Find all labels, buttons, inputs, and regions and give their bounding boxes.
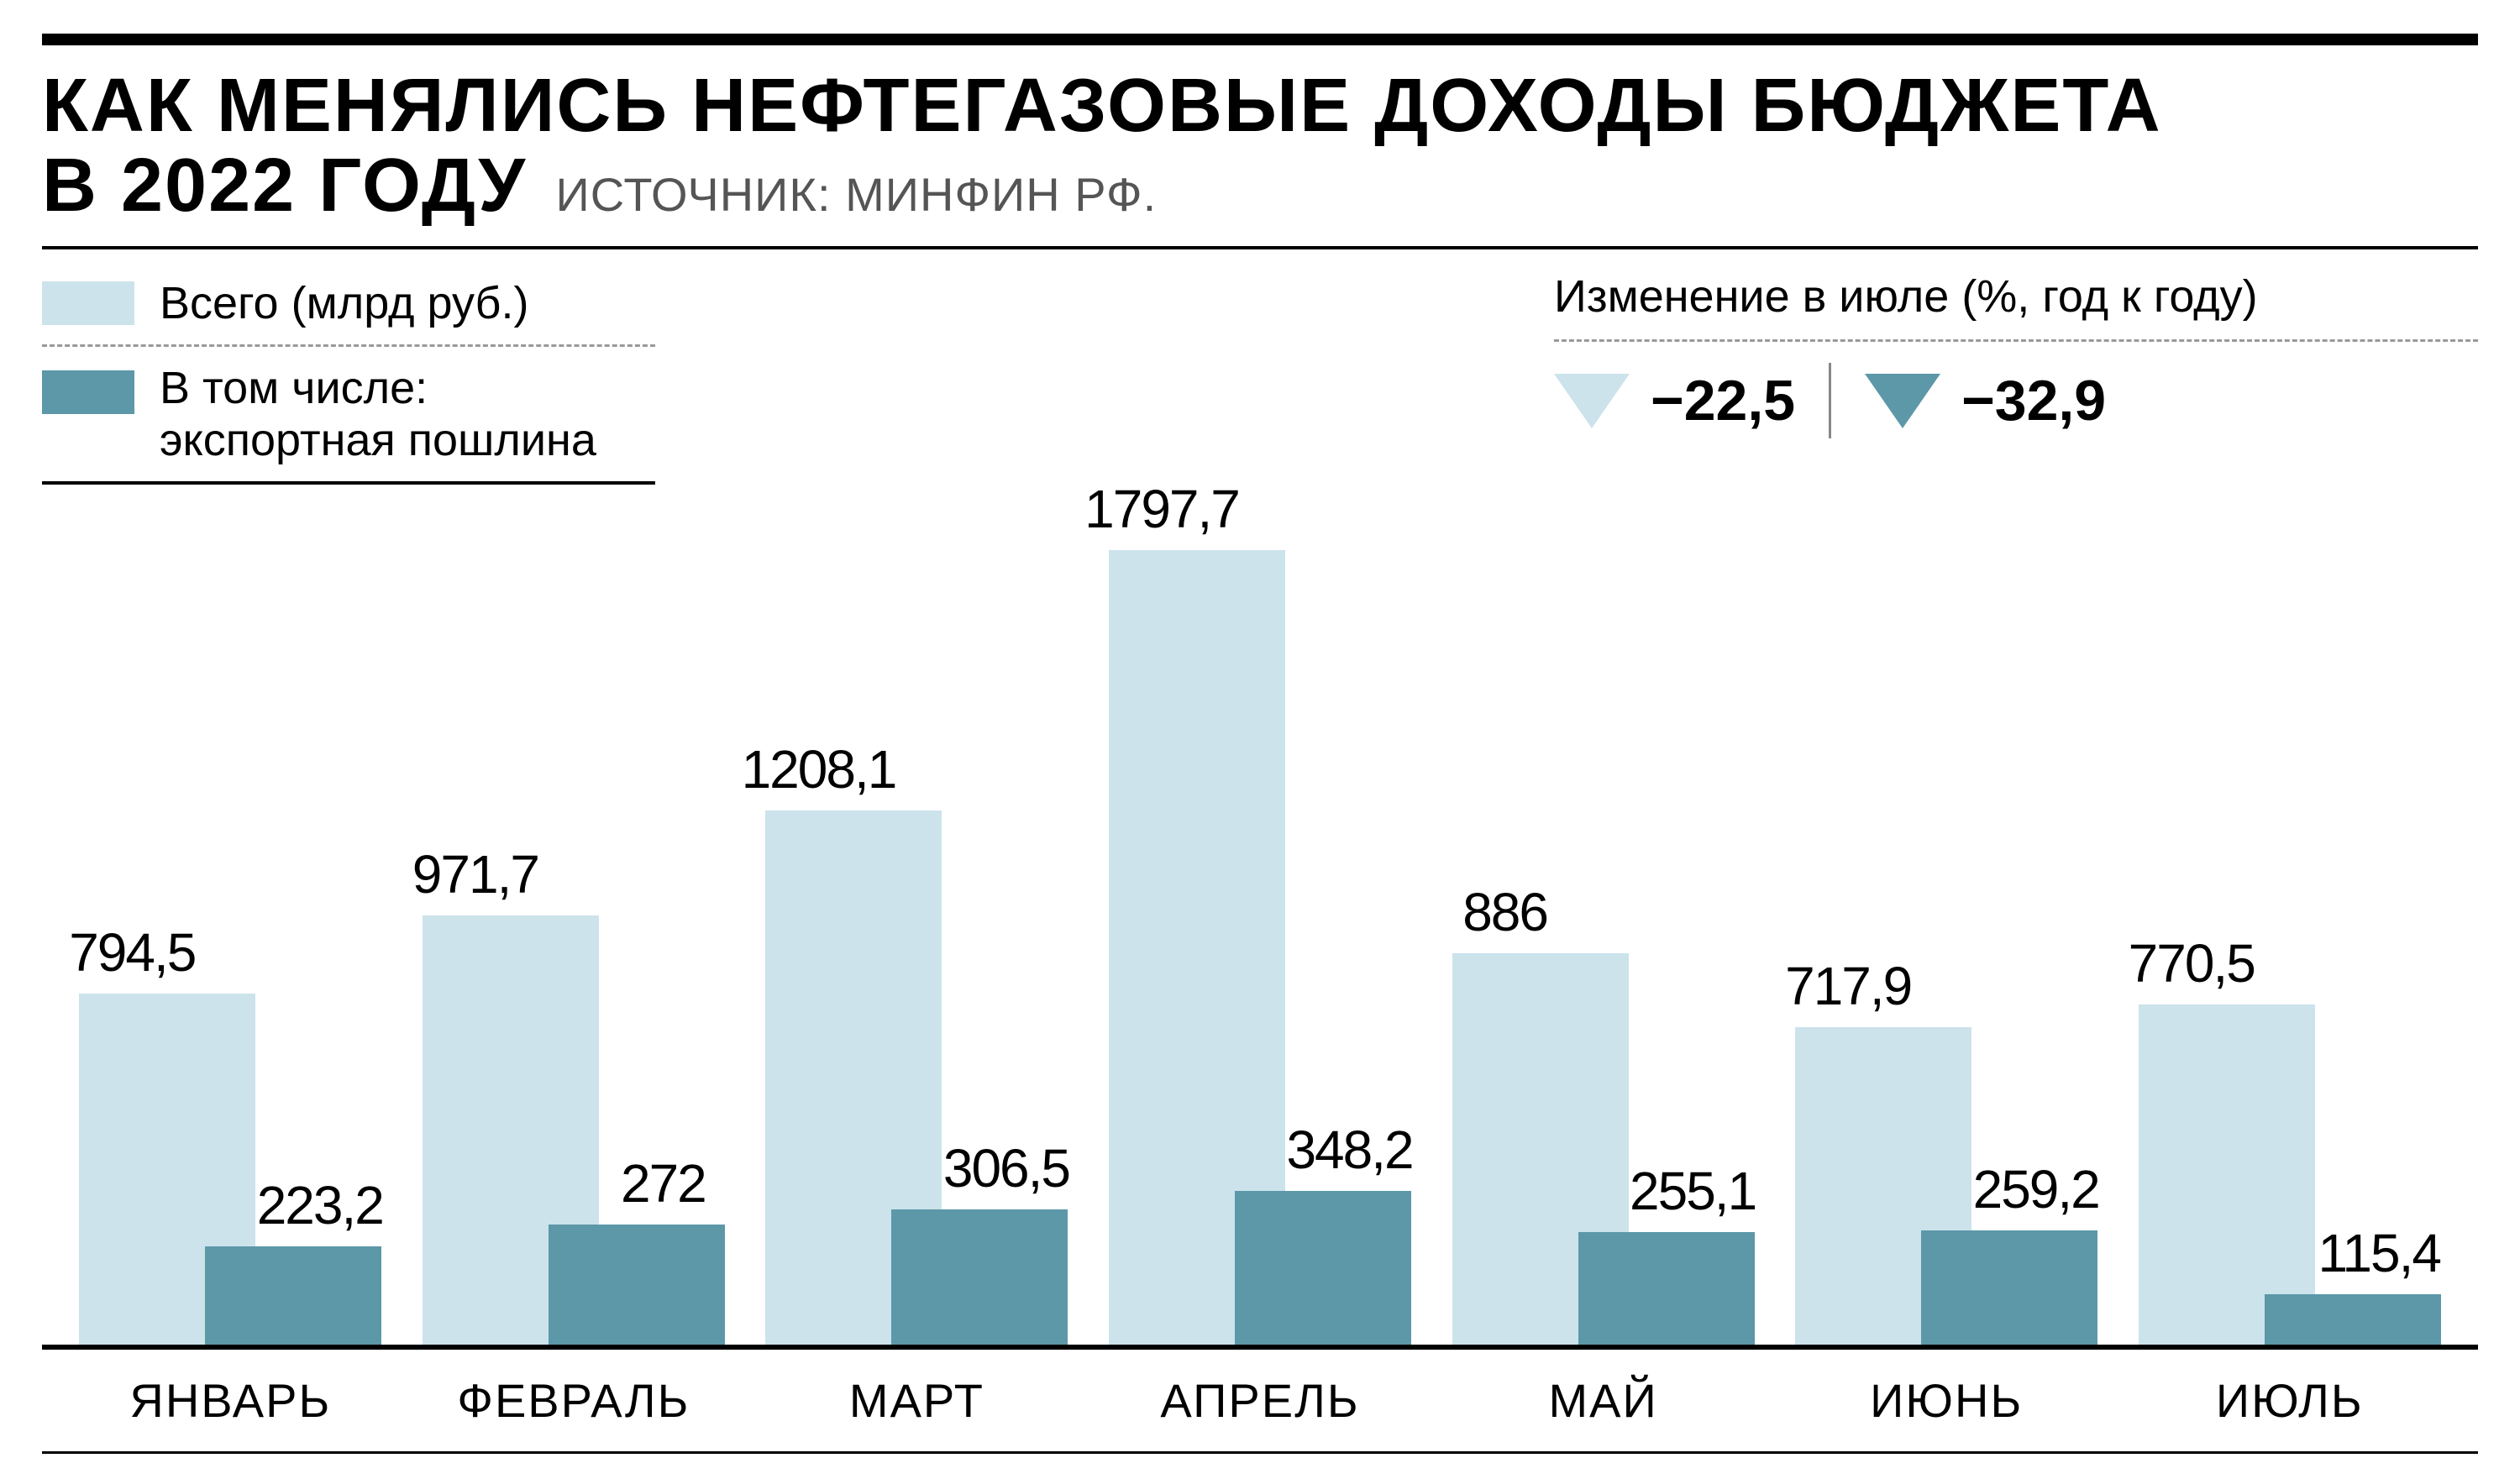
bar-group: 717,9 259,2 <box>1775 510 2118 1345</box>
xaxis-label: МАЙ <box>1431 1373 1775 1428</box>
bar-label-export: 306,5 <box>943 1137 1069 1199</box>
xaxis-label: ИЮЛЬ <box>2118 1373 2461 1428</box>
legend-left: Всего (млрд руб.) В том числе:экспортная… <box>42 270 1520 485</box>
top-rule <box>42 34 2478 45</box>
chart-title-line2: В 2022 ГОДУ <box>42 144 527 228</box>
legend-row: Всего (млрд руб.) В том числе:экспортная… <box>42 270 2478 485</box>
xaxis-label: ЯНВАРЬ <box>59 1373 402 1428</box>
bar-label-total: 717,9 <box>1785 955 1911 1017</box>
bar-label-total: 1208,1 <box>742 738 896 800</box>
legend-item-export: В том числе:экспортная пошлина <box>42 355 1520 473</box>
bar-label-export: 115,4 <box>2318 1222 2440 1284</box>
bar-label-export: 255,1 <box>1630 1160 1756 1222</box>
legend-dash-separator <box>42 344 655 347</box>
bar-label-total: 794,5 <box>69 921 195 983</box>
bar-label-total: 1797,7 <box>1084 478 1239 540</box>
change-value-export: −32,9 <box>1961 368 2106 433</box>
legend-swatch-export <box>42 370 134 414</box>
change-item-total: −22,5 <box>1554 368 1795 433</box>
chart-title-line1: КАК МЕНЯЛИСЬ НЕФТЕГАЗОВЫЕ ДОХОДЫ БЮДЖЕТА <box>42 64 2162 148</box>
bar-group: 1208,1 306,5 <box>745 510 1089 1345</box>
xaxis-label: ИЮНЬ <box>1775 1373 2118 1428</box>
bar-group: 1797,7348,2 <box>1089 510 1432 1345</box>
bar-label-export: 272 <box>621 1152 706 1214</box>
legend-bottom-rule <box>42 481 655 485</box>
change-title: Изменение в июле (%, год к году) <box>1554 270 2478 323</box>
bar-chart: 794,5223,2971,72721208,1306,51797,7348,2… <box>42 510 2478 1350</box>
xaxis-label: АПРЕЛЬ <box>1089 1373 1432 1428</box>
xaxis-label: МАРТ <box>745 1373 1089 1428</box>
bar-export: 259,2 <box>1921 1230 2097 1345</box>
bar-group: 886 255,1 <box>1431 510 1775 1345</box>
arrow-down-icon <box>1554 374 1630 428</box>
legend-item-total: Всего (млрд руб.) <box>42 270 1520 336</box>
legend-swatch-total <box>42 281 134 325</box>
xaxis-label: ФЕВРАЛЬ <box>402 1373 746 1428</box>
arrow-down-icon <box>1865 374 1940 428</box>
bar-label-export: 259,2 <box>1973 1158 2099 1220</box>
sub-rule <box>42 246 2478 249</box>
bar-label-total: 886 <box>1462 881 1547 943</box>
legend-label-export: В том числе:экспортная пошлина <box>160 362 596 466</box>
change-dash-separator <box>1554 339 2478 342</box>
bar-export: 223,2 <box>205 1246 381 1345</box>
bar-group: 794,5 223,2 <box>59 510 402 1345</box>
change-value-total: −22,5 <box>1651 368 1795 433</box>
change-item-export: −32,9 <box>1865 368 2106 433</box>
chart-source: ИСТОЧНИК: МИНФИН РФ. <box>556 168 1158 221</box>
bar-export: 115,4 <box>2265 1294 2441 1345</box>
title-block: КАК МЕНЯЛИСЬ НЕФТЕГАЗОВЫЕ ДОХОДЫ БЮДЖЕТА… <box>42 66 2478 225</box>
bar-label-total: 770,5 <box>2129 932 2255 994</box>
bar-group: 770,5 115,4 <box>2118 510 2461 1345</box>
bar-label-export: 223,2 <box>257 1174 383 1236</box>
chart-wrap: 794,5223,2971,72721208,1306,51797,7348,2… <box>42 510 2478 1454</box>
legend-label-total: Всего (млрд руб.) <box>160 277 528 329</box>
bar-label-total: 971,7 <box>412 843 538 905</box>
change-vertical-separator <box>1829 363 1831 438</box>
bar-export: 255,1 <box>1578 1232 1755 1345</box>
x-axis: ЯНВАРЬФЕВРАЛЬМАРТАПРЕЛЬМАЙИЮНЬИЮЛЬ <box>42 1350 2478 1454</box>
change-values: −22,5 −32,9 <box>1554 363 2478 438</box>
bar-label-export: 348,2 <box>1286 1119 1412 1181</box>
bar-export: 348,2 <box>1235 1191 1411 1345</box>
bar-export: 272 <box>549 1225 725 1345</box>
bar-group: 971,7 272 <box>402 510 746 1345</box>
change-block: Изменение в июле (%, год к году) −22,5 −… <box>1554 270 2478 438</box>
bar-export: 306,5 <box>891 1209 1068 1345</box>
